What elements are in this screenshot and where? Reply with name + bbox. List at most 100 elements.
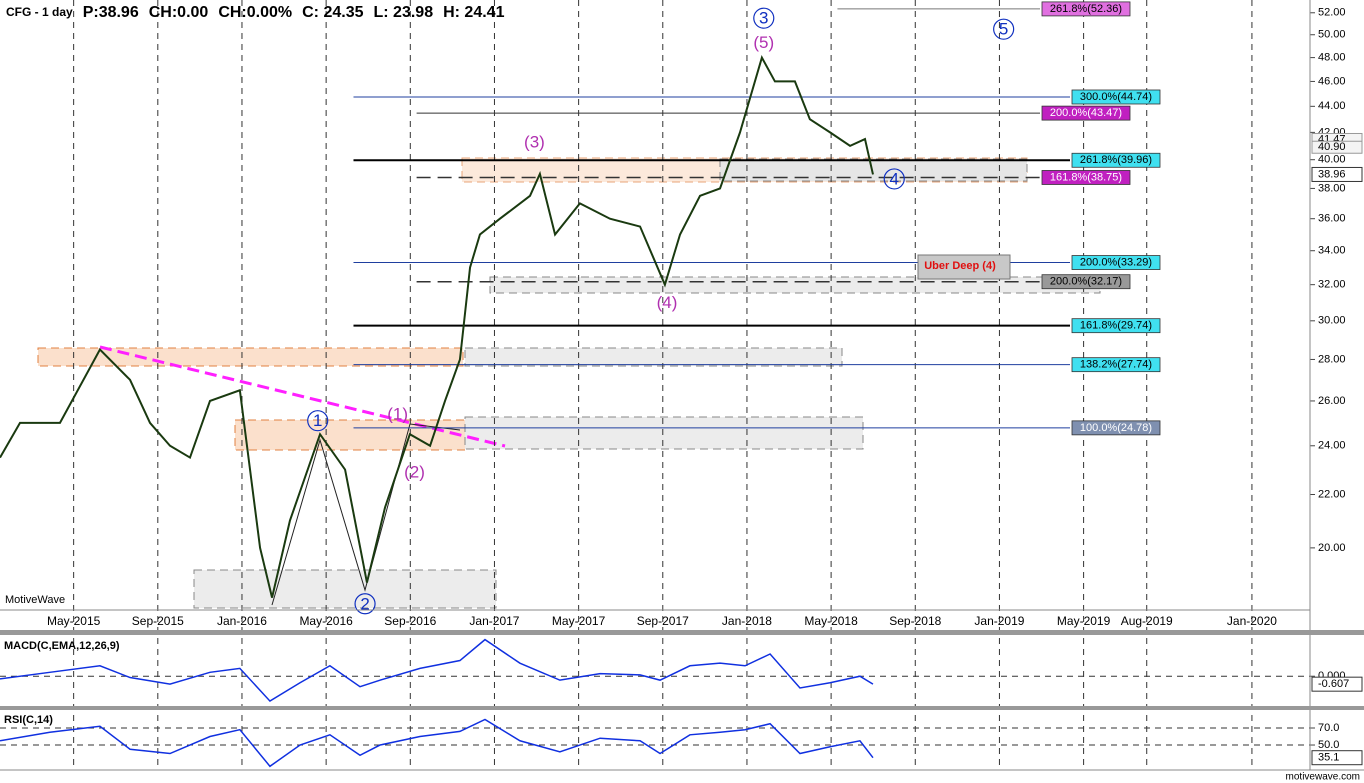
separator <box>0 706 1364 710</box>
header-item: P:38.96 <box>83 4 139 21</box>
wave-label: 4 <box>889 169 898 188</box>
y-tick-label: 32.00 <box>1318 279 1346 291</box>
header-item: CH:0.00% <box>218 4 292 21</box>
y-tick-label: 38.00 <box>1318 182 1346 194</box>
zone <box>37 347 464 367</box>
x-tick-label: Jan-2016 <box>217 614 267 628</box>
level-box <box>1041 170 1131 185</box>
level-box <box>1071 420 1161 436</box>
y-tick-label: 40.00 <box>1318 154 1346 166</box>
header-item: C: 24.35 <box>302 4 363 21</box>
level-label: 138.2%(27.74) <box>1080 359 1152 371</box>
y-tick-label: 26.00 <box>1318 395 1346 407</box>
x-tick-label: Jan-2017 <box>469 614 519 628</box>
level-label: 161.8%(38.75) <box>1050 171 1122 183</box>
price-tag-label: 40.90 <box>1318 141 1346 153</box>
note: Uber Deep (4) <box>924 260 996 272</box>
x-tick-label: Sep-2017 <box>637 614 689 628</box>
level-box <box>1041 274 1131 290</box>
y-tick-label: 50.00 <box>1318 29 1346 41</box>
level-box <box>1071 89 1161 105</box>
price-tag <box>1311 140 1363 154</box>
last-value: 35.1 <box>1318 752 1339 764</box>
level-box <box>1071 152 1161 168</box>
y-tick-label: 50.0 <box>1318 739 1339 751</box>
wave-label: 3 <box>759 9 768 28</box>
y-tick-label: 34.00 <box>1318 245 1346 257</box>
y-tick-label: 28.00 <box>1318 353 1346 365</box>
zone <box>719 158 1028 182</box>
level-label: 300.0%(44.74) <box>1080 91 1152 103</box>
panel-title: RSI(C,14) <box>4 714 53 726</box>
x-tick-label: Sep-2016 <box>384 614 436 628</box>
header-item: L: 23.98 <box>374 4 434 21</box>
wave-circle <box>354 593 376 615</box>
x-tick-label: Sep-2015 <box>132 614 184 628</box>
wave-label: 5 <box>999 20 1008 39</box>
level-label: 161.8%(29.74) <box>1080 320 1152 332</box>
wave-label: (2) <box>404 463 425 482</box>
level-box <box>1071 318 1161 334</box>
x-tick-label: May-2018 <box>804 614 858 628</box>
header-item: CFG - 1 day <box>6 5 73 19</box>
wave-circle <box>307 410 329 432</box>
last-tag <box>1311 676 1363 692</box>
footer: motivewave.com <box>1286 772 1360 783</box>
level-label: 200.0%(43.47) <box>1050 107 1122 119</box>
x-tick-label: May-2017 <box>552 614 606 628</box>
y-tick-label: 48.00 <box>1318 52 1346 64</box>
zone <box>193 569 497 609</box>
level-box <box>1071 357 1161 373</box>
x-tick-label: Jan-2018 <box>722 614 772 628</box>
y-tick-label: 30.00 <box>1318 315 1346 327</box>
series-line <box>0 718 874 768</box>
last-tag <box>1311 750 1363 766</box>
last-value: -0.607 <box>1318 678 1349 690</box>
wave-label: (3) <box>524 132 545 151</box>
wave-path <box>271 423 461 606</box>
series-line <box>0 638 874 703</box>
zones <box>37 157 1101 609</box>
header: CFG - 1 day P:38.96 CH:0.00 CH:0.00% C: 24.3… <box>6 4 505 21</box>
header-item: H: 24.41 <box>443 4 504 21</box>
zone <box>464 416 864 450</box>
x-tick-label: May-2016 <box>299 614 353 628</box>
panel-title: MACD(C,EMA,12,26,9) <box>4 640 120 652</box>
y-tick-label: 70.0 <box>1318 722 1339 734</box>
wave-circle <box>993 18 1015 40</box>
x-tick-label: May-2019 <box>1057 614 1111 628</box>
y-tick-label: 52.00 <box>1318 7 1346 19</box>
x-tick-label: May-2015 <box>47 614 101 628</box>
trendline <box>99 345 506 448</box>
y-tick-label: 46.00 <box>1318 75 1346 87</box>
watermark: MotiveWave <box>5 594 65 606</box>
note-box <box>917 254 1011 280</box>
zone <box>464 347 843 367</box>
wave-label: (4) <box>657 293 678 312</box>
level-box <box>1071 255 1161 270</box>
wave-label: 1 <box>313 411 322 430</box>
y-tick-label: 24.00 <box>1318 440 1346 452</box>
x-tick-label: Aug-2019 <box>1121 614 1173 628</box>
x-tick-label: Jan-2019 <box>974 614 1024 628</box>
wave-label: (1) <box>387 405 408 424</box>
level-label: 261.8%(52.36) <box>1050 3 1122 15</box>
y-tick-label: 20.00 <box>1318 542 1346 554</box>
y-tick-label: 22.00 <box>1318 488 1346 500</box>
wave-label: 2 <box>360 594 369 613</box>
y-tick-label: 44.00 <box>1318 100 1346 112</box>
last-tag <box>1311 166 1363 182</box>
level-label: 200.0%(33.29) <box>1080 256 1152 268</box>
zone <box>234 419 466 451</box>
x-tick-label: Sep-2018 <box>889 614 941 628</box>
level-box <box>1041 1 1131 17</box>
wave-circle <box>753 7 775 29</box>
series-line <box>0 55 874 598</box>
last-value: 38.96 <box>1318 168 1346 180</box>
level-box <box>1041 105 1131 121</box>
wave-label: (5) <box>753 33 774 52</box>
level-label: 261.8%(39.96) <box>1080 154 1152 166</box>
